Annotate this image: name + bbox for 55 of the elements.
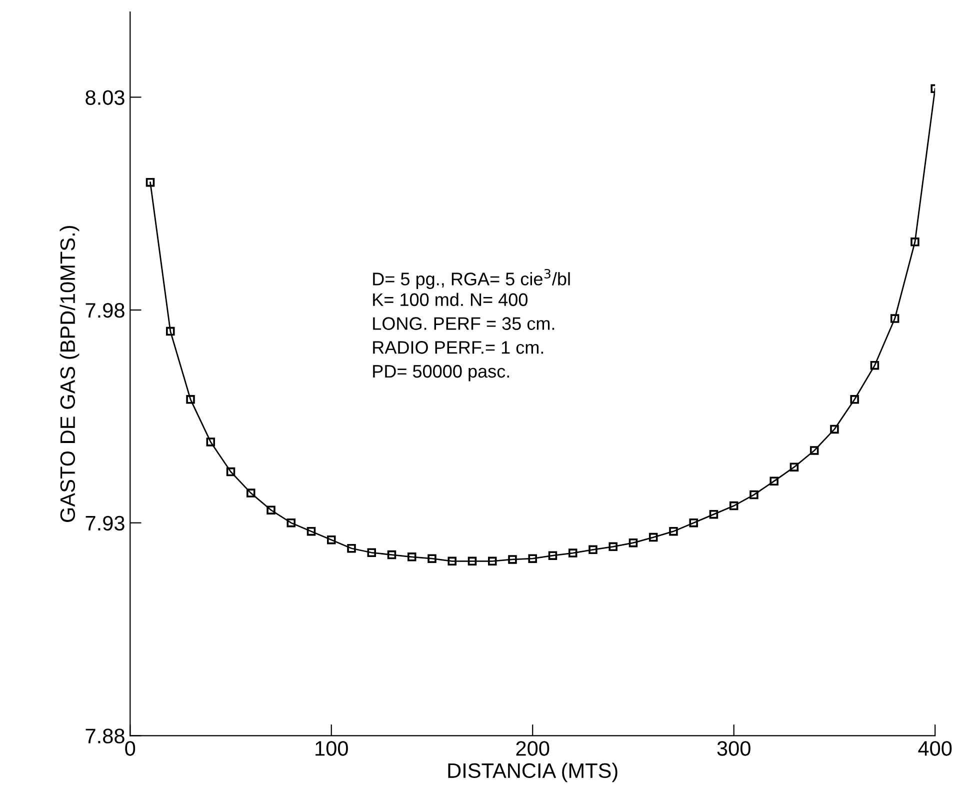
point: [790, 462, 799, 472]
point: [528, 554, 537, 563]
x-tick-label: 300: [717, 741, 750, 756]
point: [648, 532, 658, 542]
y-tick-label: 8.03: [86, 90, 124, 105]
point: [608, 542, 618, 552]
point: [468, 556, 477, 566]
point: [750, 490, 758, 500]
x-tick-label: 100: [316, 741, 348, 756]
annotation: RADIO PERF.= 1 cm.: [373, 341, 544, 354]
point: [306, 526, 316, 536]
annotation: D= 5 pg., RGA= 5 cie$^{3}$/bl: [373, 268, 570, 289]
annotation: K= 100 md. N= 400: [373, 292, 528, 306]
y-tick-label: 7.98: [86, 303, 124, 318]
point: [588, 545, 598, 554]
point: [166, 326, 175, 336]
point: [407, 552, 416, 562]
point: [367, 548, 376, 558]
annotation: PD= 50000 pasc.: [373, 364, 509, 382]
point: [669, 526, 678, 536]
point: [186, 395, 195, 404]
point: [508, 555, 517, 564]
x-tick-label: 200: [516, 741, 550, 756]
point: [146, 178, 155, 187]
point: [448, 556, 456, 566]
point: [870, 360, 880, 370]
x-tick-label: 0: [125, 741, 136, 756]
point: [890, 314, 900, 323]
point: [246, 488, 256, 498]
point: [709, 510, 718, 519]
point: [548, 551, 558, 560]
point: [729, 501, 738, 510]
point: [850, 395, 859, 404]
point: [286, 518, 296, 528]
point: [810, 446, 819, 455]
x-axis-title: DISTANCIA (MTS): [448, 762, 618, 782]
point: [387, 550, 396, 560]
point: [910, 238, 920, 246]
point: [266, 506, 276, 514]
point: [347, 544, 356, 553]
point: [770, 476, 778, 486]
point: [568, 548, 578, 558]
point: [206, 438, 216, 446]
point: [327, 535, 336, 544]
y-axis-title: GASTO DE GAS (BPD/10MTS.): [60, 226, 80, 522]
point: [428, 554, 436, 563]
point: [488, 556, 497, 566]
y-tick-label: 7.88: [86, 728, 124, 744]
point: [689, 518, 698, 528]
point: [830, 424, 839, 434]
x-tick-label: 400: [918, 741, 952, 756]
y-tick-label: 7.93: [86, 516, 124, 531]
point: [628, 538, 638, 548]
annotation: LONG. PERF = 35 cm.: [373, 317, 554, 330]
point: [226, 467, 236, 476]
